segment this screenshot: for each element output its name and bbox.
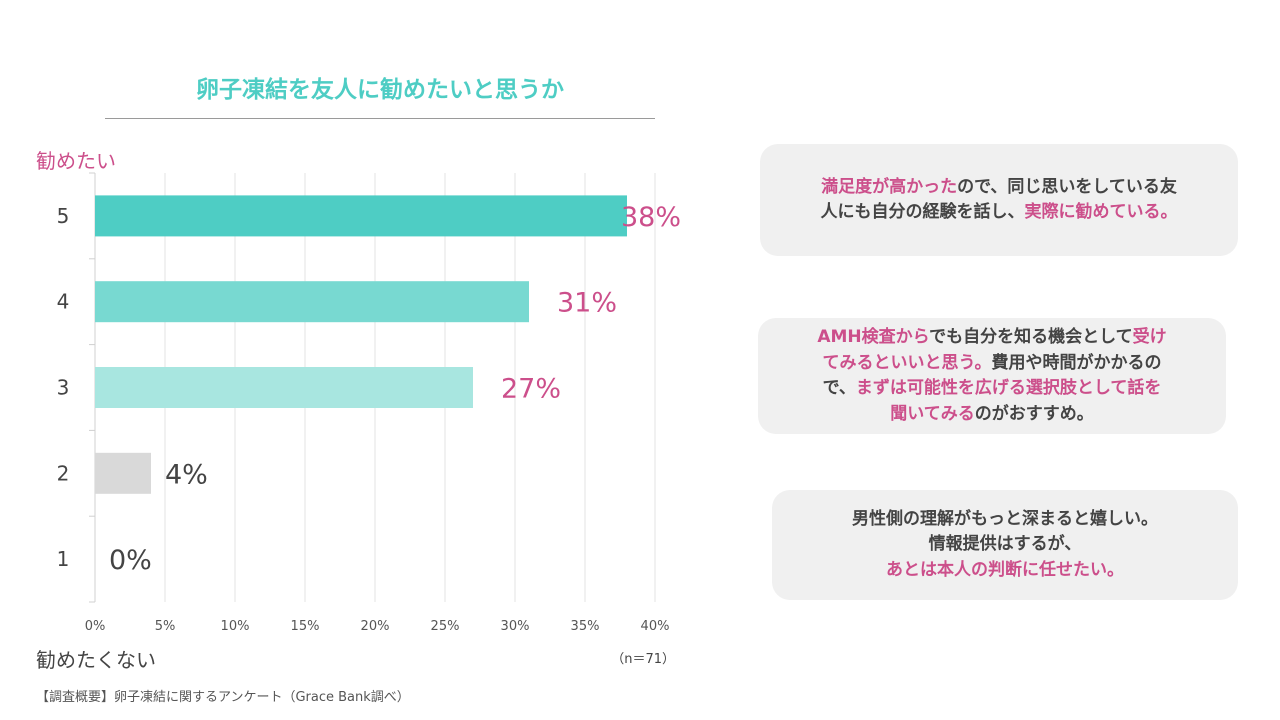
bars: [95, 195, 627, 494]
comment-segment: でも自分を知る機会として: [929, 327, 1133, 347]
y-category-label: 2: [57, 461, 70, 485]
comment-segment: あとは本人の判断に任せたい。: [886, 559, 1124, 580]
comment-segment: 受け: [1132, 327, 1167, 347]
comment-bubble-3: 男性側の理解がもっと深まると嬉しい。 情報提供はするが、あとは本人の判断に任せたい…: [772, 490, 1238, 600]
comment-text-2: AMH検査からでも自分を知る機会として受け てみるといいと思う。費用や時間がかかる…: [817, 325, 1166, 427]
comment-segment: ので、同じ思いをしている友: [957, 176, 1177, 197]
comment-segment: 実際に勧めている。: [1024, 202, 1178, 222]
x-tick-label: 5%: [155, 619, 176, 634]
sample-size-label: （n＝71）: [611, 652, 675, 667]
comment-segment: 聞いてみる: [890, 403, 975, 424]
comment-segment: 人にも自分の経験を話し、: [820, 202, 1025, 222]
comment-line: 聞いてみるのがおすすめ。: [817, 402, 1166, 428]
x-tick-label: 0%: [85, 619, 106, 634]
comment-segment: で、: [822, 378, 856, 398]
comment-text-3: 男性側の理解がもっと深まると嬉しい。 情報提供はするが、あとは本人の判断に任せたい…: [852, 507, 1158, 584]
comment-segment: AMH検査から: [817, 327, 930, 347]
comment-line: で、まずは可能性を広げる選択肢として話を: [817, 376, 1166, 402]
x-tick-label: 40%: [641, 619, 670, 634]
comment-segment: 満足度が高かった: [821, 176, 958, 197]
x-tick-label: 35%: [571, 619, 600, 634]
value-label-4: 31%: [557, 288, 617, 319]
comment-segment: てみるといいと思う。: [822, 352, 992, 373]
value-label-3: 27%: [501, 374, 561, 405]
y-category-label: 5: [57, 204, 70, 228]
comment-segment: 費用や時間がかかるの: [991, 352, 1162, 373]
comment-line: てみるといいと思う。費用や時間がかかるの: [817, 351, 1166, 377]
comment-line: あとは本人の判断に任せたい。: [852, 558, 1158, 584]
comment-line: 人にも自分の経験を話し、実際に勧めている。: [821, 200, 1178, 226]
bar-4: [95, 281, 529, 323]
bar-5: [95, 195, 627, 237]
x-tick-label: 20%: [361, 619, 390, 634]
x-tick-labels: 0% 5% 10% 15% 20% 25% 30% 35% 40%: [85, 619, 670, 634]
x-tick-label: 30%: [501, 619, 530, 634]
x-tick-label: 15%: [291, 619, 320, 634]
comment-bubble-1: 満足度が高かったので、同じ思いをしている友 人にも自分の経験を話し、実際に勧めてい…: [760, 144, 1238, 256]
survey-footnote: 【調査概要】卵子凍結に関するアンケート（Grace Bank調べ）: [36, 690, 410, 705]
comment-segment: のがおすすめ。: [974, 403, 1094, 424]
comment-bubble-2: AMH検査からでも自分を知る機会として受け てみるといいと思う。費用や時間がかかる…: [758, 318, 1226, 434]
chart-title: 卵子凍結を友人に勧めたいと思うか: [196, 77, 564, 103]
x-tick-label: 25%: [431, 619, 460, 634]
comment-segment: 情報提供はするが、: [928, 534, 1082, 555]
y-category-label: 4: [57, 290, 70, 314]
comment-line: AMH検査からでも自分を知る機会として受け: [817, 325, 1166, 351]
bar-3: [95, 367, 473, 408]
title-underline: [105, 118, 655, 119]
bar-2: [95, 452, 151, 494]
comment-line: 情報提供はするが、: [852, 532, 1158, 558]
value-label-5: 38%: [621, 202, 681, 233]
comment-segment: まずは可能性を広げる選択肢として話を: [855, 378, 1162, 398]
comment-line: 男性側の理解がもっと深まると嬉しい。: [852, 507, 1158, 533]
bar-chart: 5 4 3 2 1 38% 31% 27% 4% 0% 0% 5% 10% 15% 20% 25% 30% 3…: [57, 172, 681, 634]
comment-line: 満足度が高かったので、同じ思いをしている友: [821, 175, 1178, 201]
y-axis-top-label: 勧めたい: [36, 149, 116, 173]
y-axis: 5 4 3 2 1: [57, 172, 96, 603]
value-label-2: 4%: [165, 459, 208, 490]
comment-text-1: 満足度が高かったので、同じ思いをしている友 人にも自分の経験を話し、実際に勧めてい…: [821, 175, 1178, 226]
y-axis-bottom-label: 勧めたくない: [36, 648, 156, 672]
y-category-label: 1: [57, 547, 70, 571]
value-label-1: 0%: [109, 545, 152, 576]
comment-segment: 男性側の理解がもっと深まると嬉しい。: [852, 508, 1158, 529]
y-category-label: 3: [57, 376, 70, 400]
value-labels: 38% 31% 27% 4% 0%: [109, 202, 681, 576]
x-tick-label: 10%: [221, 619, 250, 634]
